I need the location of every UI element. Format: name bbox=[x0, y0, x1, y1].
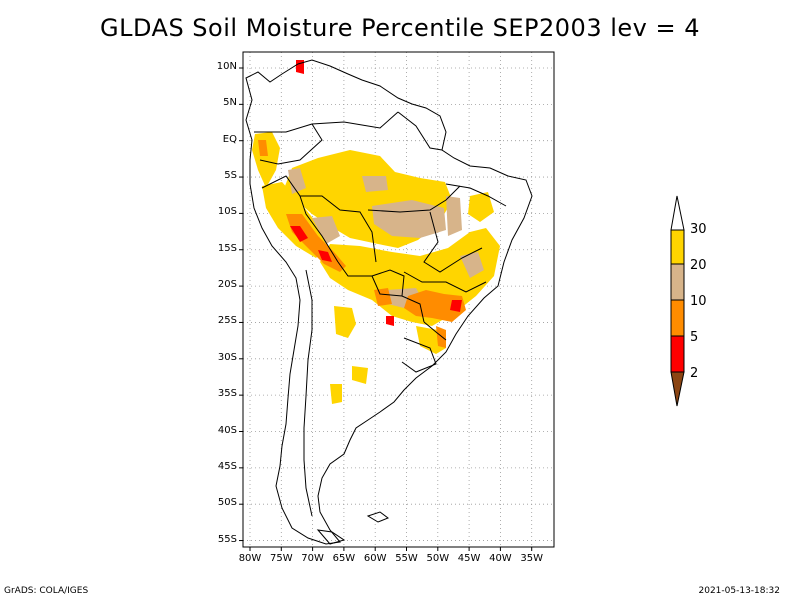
lat-label: 10N bbox=[216, 61, 237, 72]
lon-label: 60W bbox=[363, 553, 387, 564]
lat-label: 45S bbox=[217, 460, 237, 472]
lat-label: 5S bbox=[224, 170, 237, 182]
south-america-outline bbox=[245, 59, 533, 545]
shade-tan-4 bbox=[446, 196, 462, 236]
border-venezuela bbox=[311, 111, 399, 129]
soil-moisture-shading bbox=[252, 60, 500, 404]
colorbar bbox=[670, 195, 685, 407]
lon-label: 70W bbox=[301, 553, 324, 564]
border-guianas bbox=[397, 111, 443, 151]
shade-tan-5 bbox=[460, 252, 484, 278]
shade-red-caribbean bbox=[296, 60, 304, 74]
border-brazil-states-4 bbox=[445, 183, 507, 207]
border-paraguay bbox=[371, 275, 425, 323]
colorbar-bottom-triangle bbox=[670, 371, 685, 407]
lon-label: 55W bbox=[395, 553, 418, 564]
colorbar-top-triangle bbox=[670, 195, 685, 231]
footer-credit: GrADS: COLA/IGES bbox=[4, 586, 89, 596]
map-frame bbox=[242, 51, 555, 548]
shade-yellow-east bbox=[468, 192, 494, 222]
lat-label: 25S bbox=[217, 315, 237, 327]
shade-tan-3 bbox=[312, 216, 340, 244]
legend-label-20: 20 bbox=[690, 258, 707, 273]
border-argentina-chile bbox=[303, 269, 313, 517]
lat-label: 55S bbox=[217, 533, 237, 545]
lon-label: 50W bbox=[426, 553, 450, 564]
graticule bbox=[239, 52, 554, 551]
lat-label: 50S bbox=[217, 497, 237, 509]
tierra-del-fuego bbox=[316, 529, 346, 545]
shade-orange-nw bbox=[258, 140, 268, 156]
legend-label-2: 2 bbox=[690, 366, 699, 381]
border-brazil-states-1 bbox=[367, 185, 461, 213]
colorbar-segment-30 bbox=[670, 229, 685, 265]
lon-label: 35W bbox=[520, 553, 543, 564]
lat-label: 40S bbox=[217, 424, 237, 436]
shade-yellow-chaco bbox=[352, 366, 368, 384]
lat-label: 35S bbox=[217, 388, 237, 400]
lon-label: 40W bbox=[489, 553, 512, 564]
shade-tan-7 bbox=[362, 176, 388, 192]
lat-label: 30S bbox=[217, 351, 237, 363]
lat-label: 10S bbox=[217, 206, 237, 218]
legend-label-5: 5 bbox=[690, 330, 699, 345]
border-bolivia bbox=[337, 261, 405, 297]
border-brazil-west bbox=[300, 195, 377, 263]
falklands bbox=[366, 511, 390, 523]
legend-label-30: 30 bbox=[690, 222, 707, 237]
lon-label: 45W bbox=[457, 553, 481, 564]
lat-label: 5N bbox=[223, 97, 237, 109]
shade-tan-2 bbox=[288, 168, 306, 194]
shade-orange-parana bbox=[404, 290, 466, 322]
coastline bbox=[245, 59, 533, 545]
lon-label: 75W bbox=[269, 553, 293, 564]
lat-label: EQ bbox=[222, 133, 237, 145]
border-peru bbox=[261, 175, 339, 263]
footer-timestamp: 2021-05-13-18:32 bbox=[698, 586, 781, 596]
shade-red-andes-2 bbox=[318, 250, 332, 262]
map-title: GLDAS Soil Moisture Percentile SEP2003 l… bbox=[100, 14, 700, 42]
colorbar-segment-10 bbox=[670, 299, 685, 337]
shade-yellow-patagonia bbox=[330, 384, 342, 404]
border-colombia bbox=[254, 123, 323, 165]
colorbar-segment-20 bbox=[670, 263, 685, 301]
shade-orange-south bbox=[436, 326, 446, 348]
border-brazil-states-3 bbox=[403, 271, 487, 293]
shade-yellow-southwest bbox=[334, 306, 356, 338]
shade-tan-1 bbox=[372, 200, 446, 238]
shade-red-parana bbox=[450, 300, 462, 312]
colorbar-segment-5 bbox=[670, 335, 685, 373]
shade-red-andes bbox=[290, 226, 308, 242]
legend-label-10: 10 bbox=[690, 294, 707, 309]
border-uruguay bbox=[401, 337, 437, 373]
shade-orange-chaco bbox=[374, 288, 392, 306]
lon-label: 65W bbox=[332, 553, 356, 564]
border-argentina-brazil bbox=[423, 321, 447, 341]
lon-label: 80W bbox=[238, 553, 262, 564]
lat-label: 20S bbox=[217, 279, 237, 291]
shade-red-parana-2 bbox=[386, 316, 394, 326]
lat-label: 15S bbox=[217, 242, 237, 254]
border-brazil-states-2 bbox=[423, 211, 483, 273]
